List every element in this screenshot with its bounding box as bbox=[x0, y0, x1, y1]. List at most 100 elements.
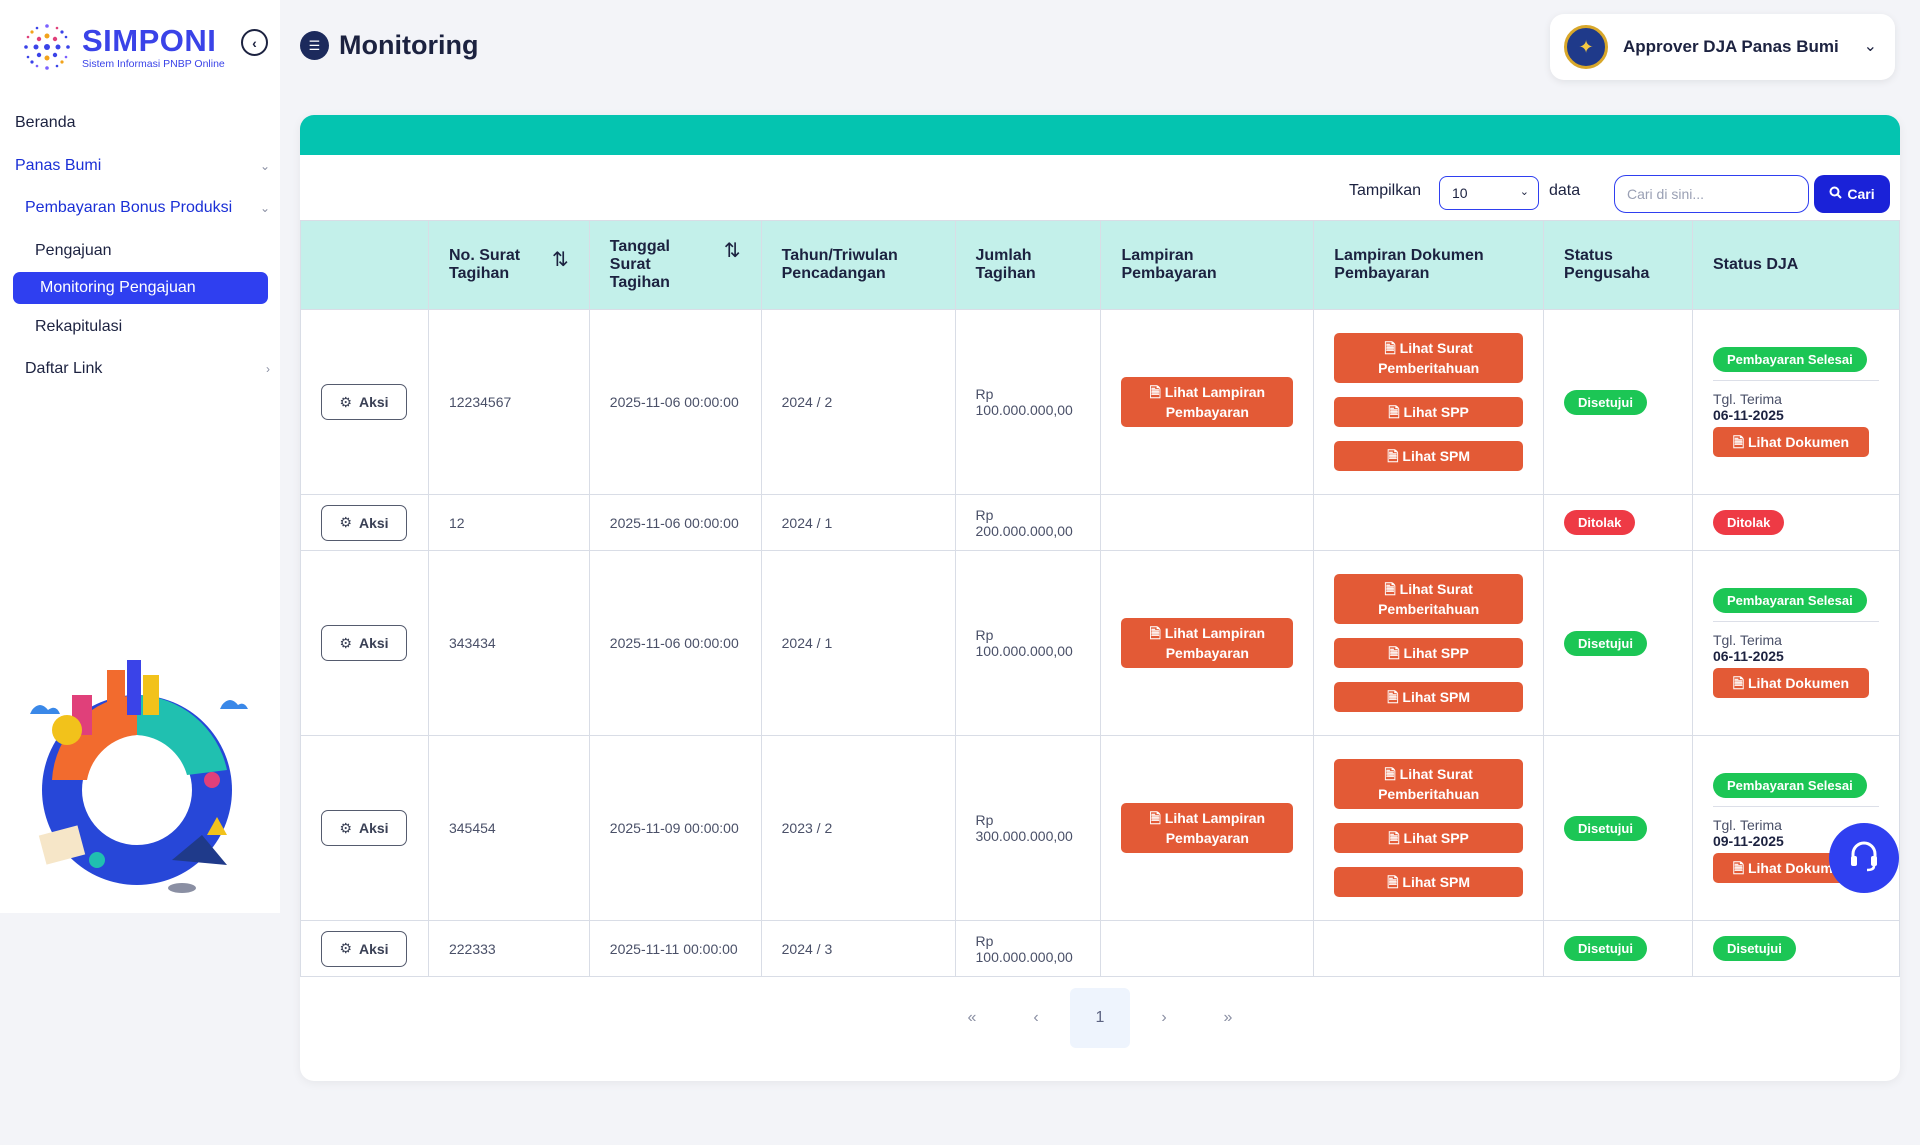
status-badge: Disetujui bbox=[1564, 815, 1647, 841]
sidebar-item-label: Pengajuan bbox=[35, 242, 112, 259]
lihat-spm-button[interactable]: 🗎 Lihat SPM bbox=[1334, 867, 1524, 897]
aksi-button[interactable]: ⚙ Aksi bbox=[321, 504, 407, 541]
gear-icon: ⚙ bbox=[339, 940, 352, 956]
column-header-action bbox=[300, 220, 429, 310]
lihat-dokumen-button[interactable]: 🗎 Lihat Dokumen bbox=[1712, 668, 1869, 698]
chevron-down-icon: ⌄ bbox=[1519, 186, 1529, 198]
column-header-tahun: Tahun/Triwulan Pencadangan bbox=[760, 220, 956, 310]
column-header-lampiran: Lampiran Pembayaran bbox=[1100, 220, 1315, 310]
cell-no-surat: 222333 bbox=[427, 920, 590, 977]
sort-icon[interactable]: ⇅ bbox=[723, 240, 741, 262]
search-button[interactable]: Cari bbox=[1814, 175, 1890, 213]
tgl-terima-value: 06-11-2025 bbox=[1712, 407, 1784, 423]
sidebar-item-panas-bumi[interactable]: Panas Bumi ⌄ bbox=[15, 157, 270, 175]
aksi-button[interactable]: ⚙ Aksi bbox=[321, 810, 407, 846]
document-icon: 🗎 bbox=[1149, 384, 1165, 400]
status-badge: Disetujui bbox=[1564, 389, 1647, 415]
gear-icon: ⚙ bbox=[339, 634, 352, 651]
cell-jumlah: Rp 200.000.000,00 bbox=[954, 494, 1102, 551]
table-row: ⚙ Aksi 343434 2025-11-06 00:00:00 2024 / … bbox=[300, 550, 1900, 736]
status-badge: Disetujui bbox=[1564, 630, 1647, 656]
table-row: ⚙ Aksi 12 2025-11-06 00:00:00 2024 / 1 Rp… bbox=[300, 494, 1900, 551]
sidebar-item-label: Pembayaran Bonus Produksi bbox=[25, 199, 233, 216]
tgl-terima-label: Tgl. Terima bbox=[1712, 632, 1782, 648]
sidebar-item-beranda[interactable]: Beranda bbox=[15, 114, 265, 132]
tgl-terima-label: Tgl. Terima bbox=[1712, 391, 1782, 407]
card-header-bar bbox=[300, 115, 1900, 155]
search-icon bbox=[1829, 186, 1843, 202]
next-page-button[interactable]: › bbox=[1161, 1009, 1167, 1026]
help-button[interactable] bbox=[1829, 823, 1899, 893]
cell-tahun: 2023 / 2 bbox=[760, 735, 956, 921]
document-icon: 🗎 bbox=[1149, 625, 1165, 641]
list-icon: ☰ bbox=[300, 31, 329, 60]
document-icon: 🗎 bbox=[1387, 689, 1403, 705]
user-menu[interactable]: ✦ Approver DJA Panas Bumi ⌄ bbox=[1550, 14, 1895, 80]
column-header-status-pengusaha: Status Pengusaha bbox=[1543, 220, 1693, 310]
sort-icon[interactable]: ⇅ bbox=[552, 249, 569, 271]
status-badge: Pembayaran Selesai bbox=[1712, 588, 1867, 613]
last-page-button[interactable]: » bbox=[1223, 1009, 1233, 1026]
sidebar-item-label: Beranda bbox=[15, 114, 76, 131]
lihat-surat-button[interactable]: 🗎 Lihat Surat Pemberitahuan bbox=[1334, 574, 1524, 624]
cell-jumlah: Rp 100.000.000,00 bbox=[954, 309, 1102, 495]
chevron-down-icon: ⌄ bbox=[259, 159, 270, 173]
first-page-button[interactable]: « bbox=[967, 1009, 977, 1026]
sidebar-item-rekapitulasi[interactable]: Rekapitulasi bbox=[35, 318, 255, 336]
column-header-tanggal[interactable]: ⇅ Tanggal Surat Tagihan bbox=[588, 220, 762, 310]
collapse-sidebar-button[interactable]: ‹ bbox=[241, 29, 268, 56]
cell-tahun: 2024 / 2 bbox=[760, 309, 956, 495]
aksi-button[interactable]: ⚙ Aksi bbox=[321, 930, 407, 967]
gear-icon: ⚙ bbox=[339, 514, 352, 530]
cell-no-surat: 12234567 bbox=[427, 309, 590, 495]
chevron-down-icon: ⌄ bbox=[259, 201, 270, 215]
cell-no-surat: 345454 bbox=[427, 735, 590, 921]
headset-icon bbox=[1846, 838, 1882, 879]
logo[interactable]: SIMPONI Sistem Informasi PNBP Online bbox=[18, 18, 225, 76]
search-button-label: Cari bbox=[1847, 186, 1875, 202]
lihat-spp-button[interactable]: 🗎 Lihat SPP bbox=[1334, 823, 1524, 853]
column-header-no-surat[interactable]: ⇅ No. Surat Tagihan bbox=[427, 220, 590, 310]
document-icon: 🗎 bbox=[1732, 434, 1748, 450]
document-icon: 🗎 bbox=[1732, 675, 1748, 691]
sidebar-item-daftar-link[interactable]: Daftar Link › bbox=[25, 360, 270, 378]
lihat-lampiran-button[interactable]: 🗎 Lihat Lampiran Pembayaran bbox=[1121, 377, 1294, 427]
lihat-spm-button[interactable]: 🗎 Lihat SPM bbox=[1334, 682, 1524, 712]
page-size-value: 10 bbox=[1452, 185, 1468, 201]
page-button-current[interactable]: 1 bbox=[1070, 988, 1130, 1048]
search-input[interactable]: Cari di sini... bbox=[1614, 175, 1809, 213]
lihat-surat-button[interactable]: 🗎 Lihat Surat Pemberitahuan bbox=[1334, 759, 1524, 809]
show-label: Tampilkan bbox=[1349, 182, 1422, 199]
sidebar-item-pembayaran-bonus-produksi[interactable]: Pembayaran Bonus Produksi ⌄ bbox=[25, 199, 270, 217]
document-icon: 🗎 bbox=[1384, 581, 1400, 597]
table-row: ⚙ Aksi 345454 2025-11-09 00:00:00 2023 / … bbox=[300, 735, 1900, 921]
lihat-spm-button[interactable]: 🗎 Lihat SPM bbox=[1334, 441, 1524, 471]
aksi-button[interactable]: ⚙ Aksi bbox=[321, 384, 407, 420]
status-badge: Ditolak bbox=[1712, 510, 1785, 535]
user-name: Approver DJA Panas Bumi bbox=[1623, 37, 1839, 56]
cell-tanggal: 2025-11-06 00:00:00 bbox=[588, 309, 762, 495]
lihat-lampiran-button[interactable]: 🗎 Lihat Lampiran Pembayaran bbox=[1121, 803, 1294, 853]
document-icon: 🗎 bbox=[1388, 404, 1404, 420]
sidebar-item-pengajuan[interactable]: Pengajuan bbox=[35, 242, 255, 260]
sidebar-item-monitoring-pengajuan[interactable]: Monitoring Pengajuan bbox=[13, 272, 268, 304]
logo-icon bbox=[18, 18, 76, 76]
aksi-button[interactable]: ⚙ Aksi bbox=[321, 625, 407, 661]
cell-jumlah: Rp 100.000.000,00 bbox=[954, 920, 1102, 977]
app-subtitle: Sistem Informasi PNBP Online bbox=[82, 58, 225, 70]
chevron-down-icon: ⌄ bbox=[1863, 38, 1877, 55]
lihat-spp-button[interactable]: 🗎 Lihat SPP bbox=[1334, 397, 1524, 427]
lihat-lampiran-button[interactable]: 🗎 Lihat Lampiran Pembayaran bbox=[1121, 618, 1294, 668]
document-icon: 🗎 bbox=[1387, 448, 1403, 464]
sidebar-item-label: Rekapitulasi bbox=[35, 318, 123, 335]
table-row: ⚙ Aksi 222333 2025-11-11 00:00:00 2024 / … bbox=[300, 920, 1900, 977]
prev-page-button[interactable]: ‹ bbox=[1033, 1009, 1039, 1026]
lihat-surat-button[interactable]: 🗎 Lihat Surat Pemberitahuan bbox=[1334, 333, 1524, 383]
page-size-select[interactable]: 10 ⌄ bbox=[1439, 176, 1539, 210]
lihat-dokumen-button[interactable]: 🗎 Lihat Dokumen bbox=[1712, 427, 1869, 457]
cell-tahun: 2024 / 3 bbox=[760, 920, 956, 977]
cell-tahun: 2024 / 1 bbox=[760, 494, 956, 551]
lihat-spp-button[interactable]: 🗎 Lihat SPP bbox=[1334, 638, 1524, 668]
data-label: data bbox=[1549, 182, 1581, 199]
sidebar-item-label: Monitoring Pengajuan bbox=[40, 279, 196, 296]
